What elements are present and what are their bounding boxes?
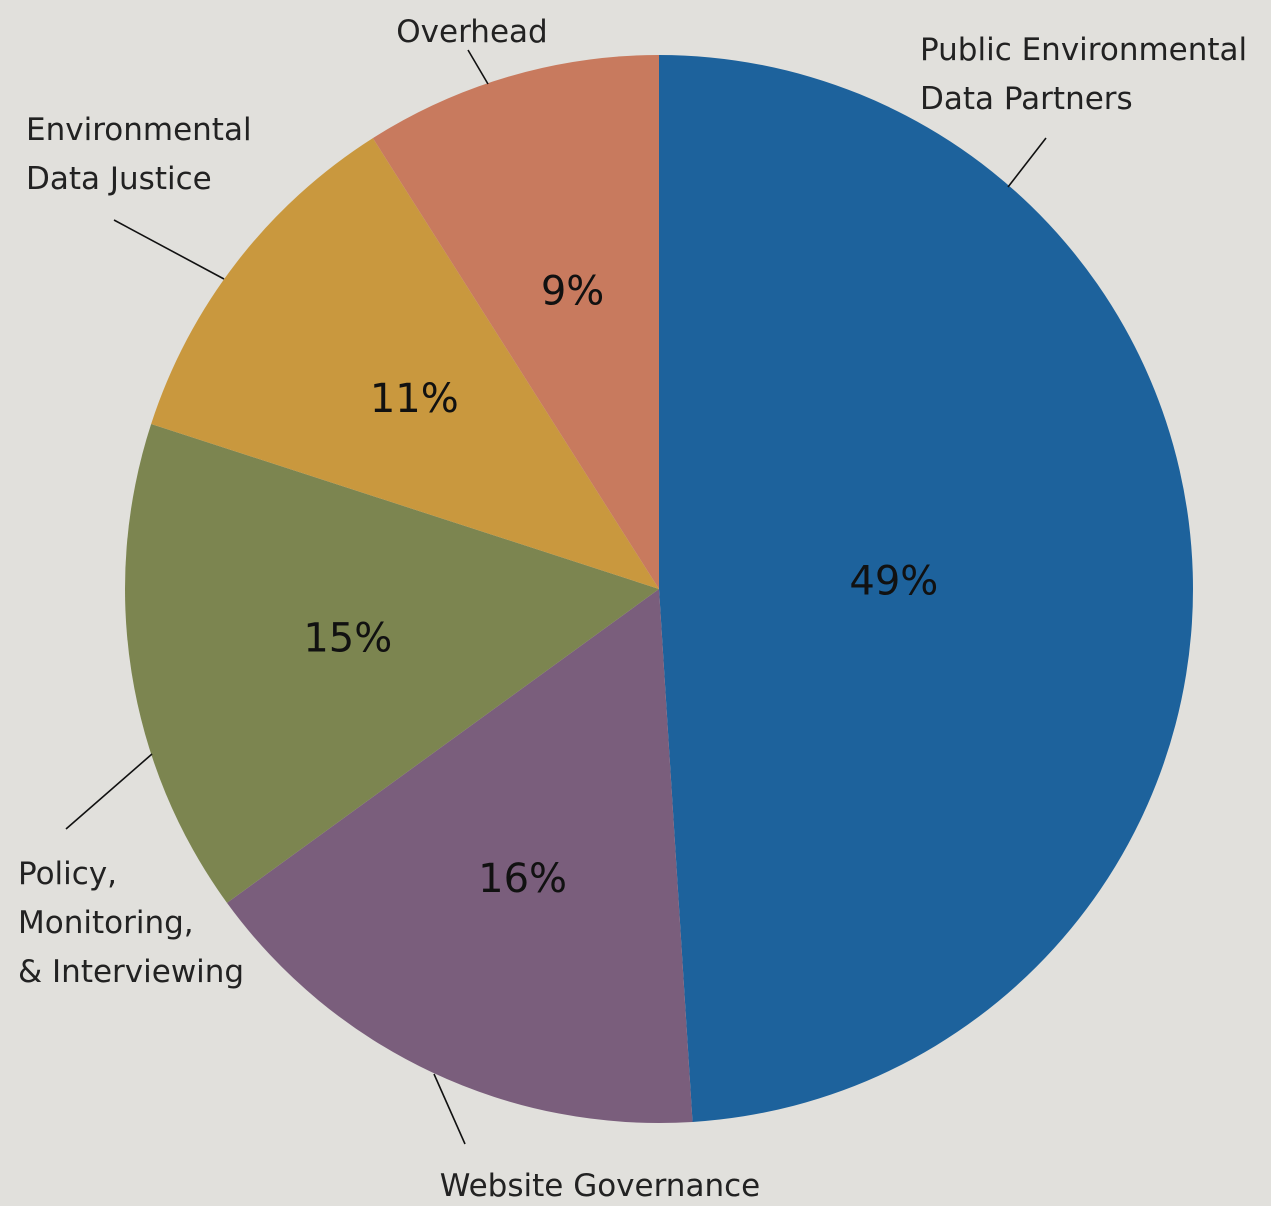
slice-category-label: Environmental Data Justice xyxy=(26,112,252,197)
pie-slice xyxy=(372,55,659,589)
slice-category-label-line: Monitoring, xyxy=(18,905,194,941)
slice-category-label-line: Data Partners xyxy=(920,81,1133,117)
slice-category-label-line: Data Justice xyxy=(26,161,212,197)
slice-category-label: Website Governance xyxy=(440,1168,760,1204)
leader-line xyxy=(467,49,489,85)
slice-category-label-line: & Interviewing xyxy=(18,954,244,990)
pie-slice xyxy=(226,589,693,1123)
slice-category-label-line: Public Environmental xyxy=(920,32,1247,68)
leader-line xyxy=(1007,137,1047,188)
slice-percent-label: 11% xyxy=(370,376,459,422)
slice-percent-label: 16% xyxy=(478,856,567,902)
slice-percent-label: 15% xyxy=(303,615,392,661)
slice-category-label-line: Environmental xyxy=(26,112,252,148)
leader-line xyxy=(113,219,225,280)
slice-category-label: Overhead xyxy=(396,14,547,50)
slice-category-label-line: Website Governance xyxy=(440,1168,760,1204)
pie-slice xyxy=(151,138,660,589)
slice-category-label: Policy, Monitoring, & Interviewing xyxy=(18,856,244,990)
slice-percent-label: 9% xyxy=(541,269,604,315)
slice-category-label-line: Policy, xyxy=(18,856,117,892)
pie-slice xyxy=(659,55,1193,1122)
pie-slice xyxy=(124,423,659,903)
slice-category-label-line: Overhead xyxy=(396,14,547,50)
leader-line xyxy=(65,753,153,830)
slice-percent-label: 49% xyxy=(849,559,938,605)
slice-category-label: Public Environmental Data Partners xyxy=(920,32,1247,117)
leader-line xyxy=(433,1073,466,1145)
